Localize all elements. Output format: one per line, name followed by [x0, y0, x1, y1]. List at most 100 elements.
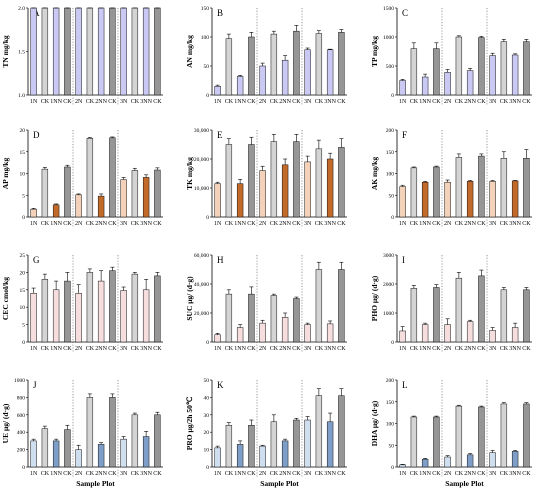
x-tick-label: CK [41, 99, 50, 105]
y-tick-label: 20 [20, 128, 26, 134]
y-tick-label: 15 [20, 150, 26, 156]
x-tick-label: CK [153, 99, 162, 105]
x-tick-label: 1NN [234, 99, 246, 105]
x-tick-label: 2N [259, 346, 267, 352]
bar [109, 270, 116, 343]
y-tick-label: 1000 [383, 311, 394, 317]
bar [399, 186, 406, 218]
y-tick-label: 100 [201, 35, 210, 41]
y-tick-label: 150 [201, 6, 210, 12]
bar [30, 440, 37, 468]
x-tick-label: CK [86, 221, 95, 227]
x-tick-label: CK [292, 99, 301, 105]
x-tick-label: CK [270, 99, 279, 105]
x-tick-label: 2N [444, 99, 452, 105]
bar [478, 406, 485, 468]
y-tick-label: 60,000 [194, 253, 209, 259]
x-tick-label: 1NN [234, 471, 246, 477]
x-tick-label: CK [477, 346, 486, 352]
x-tick-label: CK [63, 346, 72, 352]
bar [338, 395, 345, 468]
x-tick-label: CK [455, 346, 464, 352]
x-tick-label: 1N [214, 346, 222, 352]
x-tick-label: 1NN [50, 346, 62, 352]
bar [259, 65, 266, 96]
x-tick-label: 2NN [95, 221, 107, 227]
bar [154, 414, 161, 468]
bar [120, 290, 127, 343]
x-tick-label: CK [500, 471, 509, 477]
x-tick-label: CK [410, 346, 419, 352]
bar [338, 147, 345, 218]
bar [270, 33, 278, 96]
panel-a: ATN mg/kg1.01.52.01NCK1NNCK2NCK2NNCK3NCK… [1, 6, 163, 105]
bar [109, 137, 116, 218]
x-tick-label: 3N [120, 99, 128, 105]
bar [478, 275, 485, 343]
x-tick-label: CK [63, 471, 72, 477]
x-tick-label: 3NN [324, 346, 336, 352]
bar [142, 7, 150, 96]
bar [304, 324, 311, 343]
bar [259, 322, 266, 343]
bar [326, 421, 334, 468]
x-tick-label: 2N [75, 471, 83, 477]
x-tick-label: 2N [259, 99, 267, 105]
bar [259, 170, 266, 218]
x-tick-label: 3N [489, 99, 497, 105]
y-tick-label: 20,000 [194, 311, 209, 317]
bar [97, 444, 105, 468]
x-tick-label: CK [292, 471, 301, 477]
x-tick-label: 1N [399, 346, 407, 352]
x-tick-label: 3N [304, 471, 312, 477]
x-tick-label: 1N [399, 221, 407, 227]
bar [259, 445, 266, 468]
x-tick-label: CK [522, 346, 531, 352]
bar [75, 7, 82, 96]
bar [109, 7, 116, 96]
y-tick-label: 10 [20, 172, 26, 178]
bar [281, 317, 289, 343]
x-tick-label: CK [477, 221, 486, 227]
x-tick-label: CK [225, 471, 234, 477]
x-tick-label: 1NN [419, 346, 431, 352]
panel-label: C [402, 8, 408, 18]
bar [293, 298, 300, 343]
y-tick-label: 400 [17, 430, 26, 436]
y-tick-label: 5 [22, 323, 25, 329]
y-axis-label: CEC cmol/kg [1, 277, 10, 320]
x-tick-label: 3NN [509, 471, 521, 477]
x-tick-label: CK [225, 221, 234, 227]
bar [304, 419, 311, 468]
x-tick-label: CK [63, 99, 72, 105]
x-tick-label: 3N [120, 471, 128, 477]
bar [154, 275, 161, 343]
bar [131, 414, 139, 468]
bar [248, 144, 255, 218]
x-tick-label: CK [410, 471, 419, 477]
x-tick-label: CK [500, 346, 509, 352]
x-tick-label: 3NN [140, 471, 152, 477]
x-tick-label: CK [41, 346, 50, 352]
y-tick-label: 30,000 [194, 128, 209, 134]
x-tick-label: 2NN [464, 346, 476, 352]
x-tick-label: 1NN [419, 471, 431, 477]
x-tick-label: 2NN [95, 99, 107, 105]
bar [248, 36, 255, 96]
y-axis-label: AP mg/kg [1, 158, 10, 190]
y-axis-label: PHO μg/ (d·g) [370, 275, 379, 321]
x-tick-label: 3N [304, 346, 312, 352]
y-tick-label: 0 [22, 215, 25, 221]
bar [444, 456, 451, 468]
y-tick-label: 50 [389, 443, 395, 449]
y-tick-label: 2000 [383, 282, 394, 288]
x-tick-label: 2NN [464, 99, 476, 105]
bar [41, 428, 49, 468]
x-tick-label: 1N [399, 471, 407, 477]
bar [421, 181, 429, 218]
bar [97, 7, 105, 96]
